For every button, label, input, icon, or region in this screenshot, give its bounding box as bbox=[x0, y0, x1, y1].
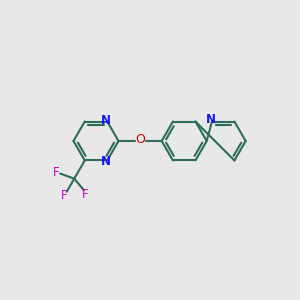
Text: N: N bbox=[101, 155, 111, 168]
Text: F: F bbox=[60, 189, 67, 202]
Text: N: N bbox=[101, 114, 111, 127]
Text: O: O bbox=[135, 133, 145, 146]
Text: N: N bbox=[206, 112, 215, 126]
Text: F: F bbox=[82, 188, 89, 201]
Text: F: F bbox=[53, 167, 60, 179]
